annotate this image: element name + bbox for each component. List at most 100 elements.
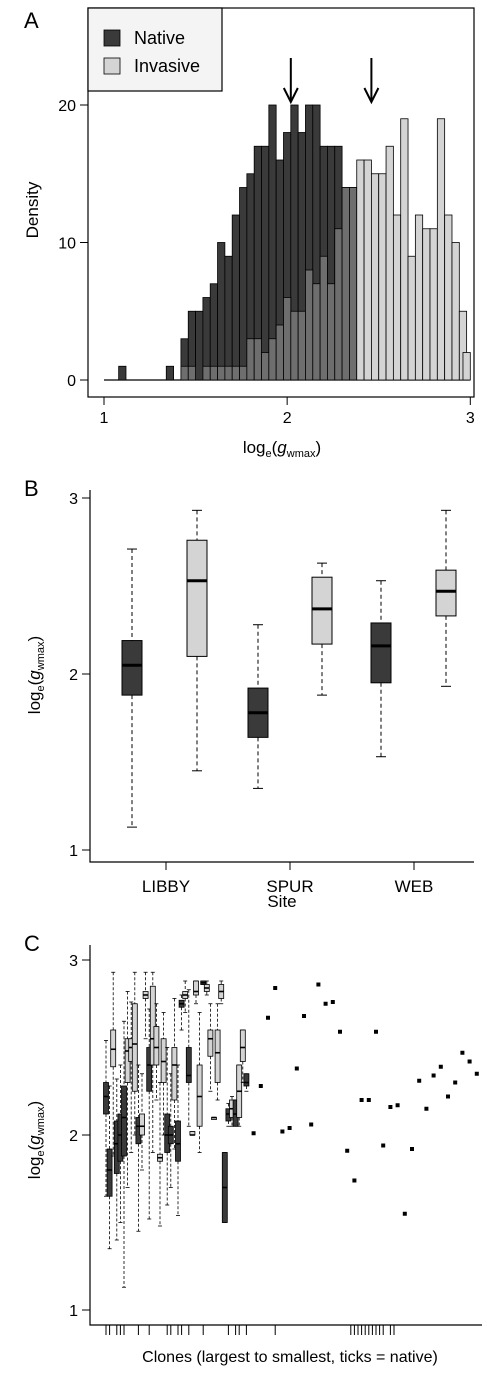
clone-box xyxy=(164,1047,171,1206)
clone-box xyxy=(193,980,199,1005)
native-bar xyxy=(239,187,248,381)
clone-point xyxy=(388,1105,393,1109)
invasive-bar xyxy=(436,118,446,381)
box-body xyxy=(214,1029,221,1083)
native-bar xyxy=(165,365,174,381)
axis-frame xyxy=(89,490,474,863)
legend: Native Invasive xyxy=(87,7,223,92)
clone-box xyxy=(146,1008,153,1220)
clone-point xyxy=(266,1015,270,1020)
box-body xyxy=(185,1047,192,1083)
overlap-bar xyxy=(283,297,292,381)
arrow-head xyxy=(363,87,380,105)
clone-box xyxy=(218,980,225,1005)
clone-point xyxy=(330,1000,335,1004)
y-tick-label: 1 xyxy=(69,1303,78,1320)
overlap-bar xyxy=(305,269,314,381)
clone-point xyxy=(352,1178,357,1183)
box-body xyxy=(139,1113,145,1136)
box-body xyxy=(171,1047,178,1101)
x-tick-label: 2 xyxy=(283,410,292,427)
box-libby-invasive xyxy=(186,509,208,772)
x-tick-label: SPUR xyxy=(266,877,313,896)
clone-box xyxy=(239,1029,246,1083)
invasive-bar xyxy=(462,352,471,381)
invasive-bar xyxy=(363,159,372,381)
clone-box xyxy=(236,1064,243,1127)
panel-b-site-boxplot: B 1 2 3 LIBBY SPUR WEB Site loge(gwmax) xyxy=(0,470,487,925)
clone-point xyxy=(287,1126,292,1130)
overlap-bar xyxy=(275,324,284,381)
axis-frame xyxy=(89,945,482,1326)
y-axis-label: Density xyxy=(23,181,42,238)
box-body xyxy=(106,1148,113,1197)
clone-point xyxy=(359,1098,364,1102)
clone-point xyxy=(294,1066,299,1071)
clone-boxplot-svg: C 1 2 3 Clones (largest to smallest, ticks =… xyxy=(24,931,482,1366)
clone-box xyxy=(157,1082,163,1227)
clone-point xyxy=(374,1029,378,1034)
box-spur-native xyxy=(247,624,269,789)
overlap-bar xyxy=(246,338,255,381)
box-body xyxy=(121,1085,127,1157)
clone-point xyxy=(338,1029,342,1034)
clone-point xyxy=(381,1143,386,1148)
clone-box xyxy=(221,1152,228,1223)
invasive-bar xyxy=(429,228,438,381)
y-tick-label: 0 xyxy=(67,373,76,390)
invasive-bar xyxy=(392,214,402,381)
clone-box xyxy=(185,989,192,1127)
clone-box xyxy=(103,1040,109,1197)
y-tick-label: 10 xyxy=(58,236,76,253)
legend-label: Invasive xyxy=(134,56,200,76)
native-bar xyxy=(217,242,226,381)
clone-box xyxy=(214,1003,221,1101)
x-axis-label: Site xyxy=(267,892,296,911)
invasive-bar xyxy=(407,255,416,381)
overlap-bar xyxy=(349,187,358,381)
native-bar xyxy=(231,214,240,381)
box-body xyxy=(243,1073,250,1087)
box-body xyxy=(153,1026,160,1066)
clone-point xyxy=(467,1059,472,1064)
clone-box xyxy=(211,1116,217,1120)
y-tick-label: 20 xyxy=(58,98,76,115)
histogram-svg: A 1 2 3 0 10 20 Density loge(gwmax) Native Invasiv… xyxy=(23,7,475,460)
legend-label: Native xyxy=(134,28,185,48)
overlap-bar xyxy=(180,365,189,381)
x-tick-label: 1 xyxy=(100,410,109,427)
box-body xyxy=(131,1003,138,1092)
box-body xyxy=(311,576,333,645)
overlap-bar xyxy=(268,338,277,381)
native-bar xyxy=(224,255,233,381)
native-bar xyxy=(118,365,127,381)
box-body xyxy=(193,980,199,996)
clone-point xyxy=(258,1084,263,1088)
y-tick-label: 3 xyxy=(69,953,78,970)
plot-frame xyxy=(87,7,475,398)
native-bar xyxy=(195,310,204,381)
clone-point xyxy=(345,1148,350,1153)
clone-box xyxy=(110,971,117,1157)
clone-box xyxy=(128,1001,135,1153)
clone-box xyxy=(243,1073,250,1092)
y-tick-label: 2 xyxy=(69,1128,78,1145)
x-axis-label: loge(gwmax) xyxy=(243,438,321,460)
overlap-bar xyxy=(217,365,226,381)
clone-point xyxy=(395,1103,400,1108)
overlap-bar xyxy=(187,365,196,381)
box-body xyxy=(239,1029,246,1062)
clone-point xyxy=(280,1129,285,1134)
box-body xyxy=(175,1120,181,1162)
box-body xyxy=(435,569,457,617)
y-axis-label: loge(gwmax) xyxy=(25,1101,47,1179)
invasive-bar xyxy=(378,173,387,381)
overlap-bar xyxy=(341,187,350,381)
overlap-bar xyxy=(239,365,248,381)
clone-point xyxy=(446,1094,450,1099)
box-body xyxy=(196,1064,203,1127)
box-web-native xyxy=(370,580,392,758)
clone-box xyxy=(189,1131,196,1136)
box-libby-native xyxy=(121,548,143,828)
panel-label-c: C xyxy=(24,931,40,956)
